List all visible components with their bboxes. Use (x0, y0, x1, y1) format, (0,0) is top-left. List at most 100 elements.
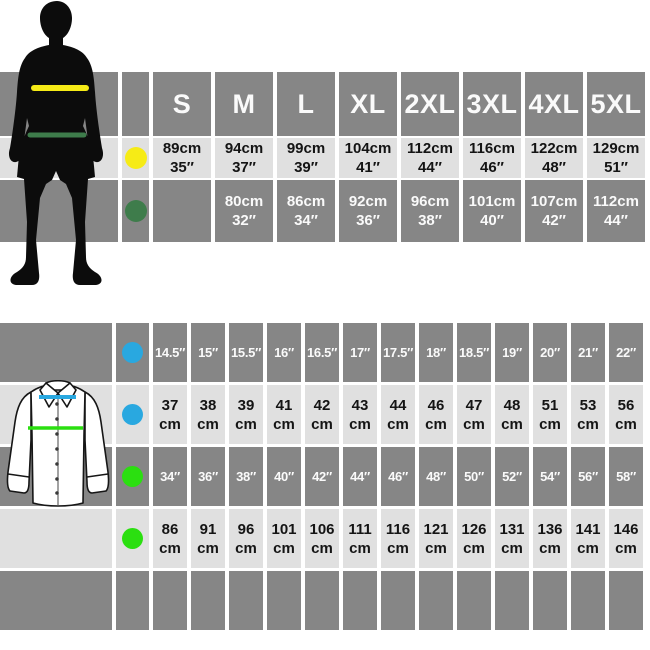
chest-cm-value-1: 91 cm (191, 509, 225, 568)
collar-cm-value-12: 56 cm (609, 385, 643, 444)
collar-cm-value-2: 39 cm (229, 385, 263, 444)
collar-inch-marker-cell (116, 323, 149, 382)
chest-value-7: 129cm 51″ (587, 138, 645, 178)
collar-inch-value-2: 15.5″ (229, 323, 263, 382)
body-size-table: S M L XL 2XL 3XL 4XL 5XL 89cm 35″ 94cm 37″ 99cm 3… (0, 72, 645, 242)
chest-value-5: 116cm 46″ (463, 138, 521, 178)
chest-cm-value-8: 126 cm (457, 509, 491, 568)
collar-inch-value-8: 18.5″ (457, 323, 491, 382)
empty-cell (533, 571, 567, 630)
chest-cm-marker-cell (116, 509, 149, 568)
collar-cm-value-9: 48 cm (495, 385, 529, 444)
shirt-size-table: 14.5″ 15″ 15.5″ 16″ 16.5″ 17″ 17.5″ 18″ 18.5″ 19″… (0, 323, 643, 630)
empty-cell (457, 571, 491, 630)
figure-band-waist (0, 180, 118, 242)
collar-inch-value-1: 15″ (191, 323, 225, 382)
waist-value-0 (153, 180, 211, 242)
collar-cm-value-8: 47 cm (457, 385, 491, 444)
chest-inch-value-2: 38″ (229, 447, 263, 506)
chest-inch-value-7: 48″ (419, 447, 453, 506)
chest-inch-value-8: 50″ (457, 447, 491, 506)
size-header-4: 2XL (401, 72, 459, 136)
empty-cell (153, 571, 187, 630)
empty-cell (419, 571, 453, 630)
collar-cm-value-5: 43 cm (343, 385, 377, 444)
size-header-1: M (215, 72, 273, 136)
waist-value-3: 92cm 36″ (339, 180, 397, 242)
collar-cm-marker-cell (116, 385, 149, 444)
waist-green-dot-icon (124, 200, 147, 222)
chest-inch-value-1: 36″ (191, 447, 225, 506)
chest-cm-value-11: 141 cm (571, 509, 605, 568)
shirt-band-4 (0, 509, 112, 568)
chest-green-dot-icon (122, 466, 143, 487)
collar-inch-value-3: 16″ (267, 323, 301, 382)
waist-value-4: 96cm 38″ (401, 180, 459, 242)
chest-cm-value-6: 116 cm (381, 509, 415, 568)
chest-cm-value-4: 106 cm (305, 509, 339, 568)
collar-blue-dot-icon (122, 342, 143, 363)
waist-value-5: 101cm 40″ (463, 180, 521, 242)
chest-value-4: 112cm 44″ (401, 138, 459, 178)
chest-inch-value-12: 58″ (609, 447, 643, 506)
chest-cm-value-7: 121 cm (419, 509, 453, 568)
collar-inch-value-6: 17.5″ (381, 323, 415, 382)
chest-inch-value-5: 44″ (343, 447, 377, 506)
collar-inch-value-11: 21″ (571, 323, 605, 382)
chest-cm-value-10: 136 cm (533, 509, 567, 568)
chest-value-0: 89cm 35″ (153, 138, 211, 178)
man-silhouette-icon (8, 1, 104, 285)
chest-value-2: 99cm 39″ (277, 138, 335, 178)
collar-cm-value-4: 42 cm (305, 385, 339, 444)
collar-cm-value-11: 53 cm (571, 385, 605, 444)
empty-cell (571, 571, 605, 630)
empty-cell (305, 571, 339, 630)
collar-cm-value-6: 44 cm (381, 385, 415, 444)
chest-green-dot-icon (122, 528, 143, 549)
chest-inch-value-11: 56″ (571, 447, 605, 506)
chest-value-1: 94cm 37″ (215, 138, 273, 178)
chest-cm-value-5: 111 cm (343, 509, 377, 568)
collar-cm-value-3: 41 cm (267, 385, 301, 444)
collar-cm-value-0: 37 cm (153, 385, 187, 444)
chest-inch-value-0: 34″ (153, 447, 187, 506)
waist-marker-cell (122, 180, 149, 242)
size-header-6: 4XL (525, 72, 583, 136)
chest-cm-value-2: 96 cm (229, 509, 263, 568)
collar-inch-value-5: 17″ (343, 323, 377, 382)
collar-blue-dot-icon (122, 404, 143, 425)
shirt-band-1 (0, 323, 112, 382)
waist-value-7: 112cm 44″ (587, 180, 645, 242)
empty-cell (116, 571, 149, 630)
chest-cm-value-9: 131 cm (495, 509, 529, 568)
chest-value-3: 104cm 41″ (339, 138, 397, 178)
chest-inch-marker-cell (116, 447, 149, 506)
empty-cell (267, 571, 301, 630)
chest-yellow-dot-icon (124, 147, 147, 169)
size-header-2: L (277, 72, 335, 136)
collar-cm-value-10: 51 cm (533, 385, 567, 444)
empty-cell (343, 571, 377, 630)
empty-cell (229, 571, 263, 630)
chest-inch-value-10: 54″ (533, 447, 567, 506)
chest-inch-value-4: 42″ (305, 447, 339, 506)
size-header-5: 3XL (463, 72, 521, 136)
marker-column-header (122, 72, 149, 136)
empty-cell (381, 571, 415, 630)
empty-cell (609, 571, 643, 630)
size-header-3: XL (339, 72, 397, 136)
collar-inch-value-9: 19″ (495, 323, 529, 382)
chest-inch-value-3: 40″ (267, 447, 301, 506)
collar-cm-value-1: 38 cm (191, 385, 225, 444)
collar-cm-value-7: 46 cm (419, 385, 453, 444)
collar-inch-value-12: 22″ (609, 323, 643, 382)
dress-shirt-icon (6, 380, 110, 507)
chest-cm-value-0: 86 cm (153, 509, 187, 568)
empty-cell (0, 571, 112, 630)
chest-value-6: 122cm 48″ (525, 138, 583, 178)
chest-inch-value-6: 46″ (381, 447, 415, 506)
waist-value-6: 107cm 42″ (525, 180, 583, 242)
collar-inch-value-10: 20″ (533, 323, 567, 382)
collar-inch-value-4: 16.5″ (305, 323, 339, 382)
